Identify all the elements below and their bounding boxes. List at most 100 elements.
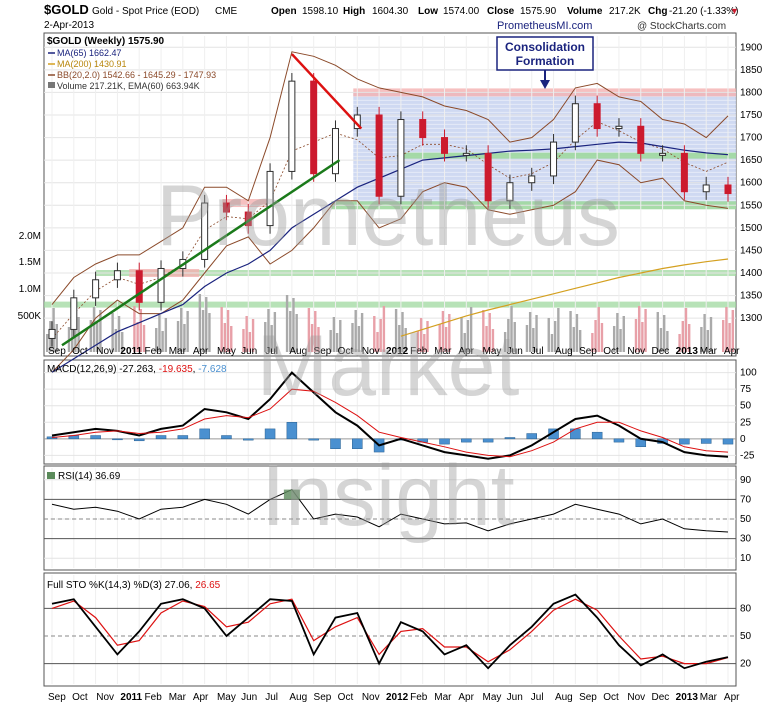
candle-body xyxy=(571,103,579,143)
volume-bar xyxy=(597,307,600,352)
date-axis-label: Jun xyxy=(241,692,257,703)
volume-bar xyxy=(310,324,314,352)
watermark-line-1: Prometheus xyxy=(156,168,620,264)
volume-bar xyxy=(485,326,488,352)
volume-bar xyxy=(722,320,725,352)
volume-bar xyxy=(460,317,463,352)
date-axis-label: Aug xyxy=(555,692,573,703)
volume-bar xyxy=(354,310,357,352)
candle-body xyxy=(637,125,645,154)
macd-histogram-bar xyxy=(264,428,276,440)
volume-bar xyxy=(532,328,535,352)
volume-bar xyxy=(351,323,354,352)
candle-body xyxy=(288,80,296,172)
macd-histogram-bar xyxy=(155,435,167,440)
volume-bar xyxy=(335,333,339,352)
volume-bar xyxy=(158,315,161,352)
date-axis-label: May xyxy=(217,346,236,357)
low-label: Low xyxy=(418,6,438,17)
date-label: 2-Apr-2013 xyxy=(44,20,94,31)
date-axis-label: Mar xyxy=(169,692,187,703)
volume-bar xyxy=(139,309,143,352)
macd-histogram-legend: -7.628 xyxy=(198,364,227,375)
macd-tick-label: 75 xyxy=(740,384,752,395)
high-label: High xyxy=(343,6,365,17)
volume-bar xyxy=(329,330,332,352)
source-left: PrometheusMI.com xyxy=(497,20,592,32)
volume-bar xyxy=(578,330,582,352)
close-value: 1575.90 xyxy=(520,6,557,17)
volume-bar xyxy=(251,319,255,352)
volume-bar xyxy=(600,323,604,352)
volume-bar xyxy=(706,330,709,352)
macd-histogram-bar xyxy=(439,438,450,445)
volume-bar xyxy=(469,307,473,352)
macd-histogram-bar xyxy=(613,438,625,443)
date-axis-label: 2011 xyxy=(120,346,142,357)
date-axis-label: 2013 xyxy=(676,692,699,703)
volume-bar xyxy=(700,327,703,352)
volume-bar xyxy=(525,325,529,352)
price-tick-label: 1500 xyxy=(740,223,763,234)
price-tick-label: 1550 xyxy=(740,200,763,211)
legend-bb: BB(20,2.0) 1542.66 - 1645.29 - 1747.93 xyxy=(57,70,216,80)
date-axis-label: Jul xyxy=(265,692,278,703)
rsi-legend-icon xyxy=(47,472,55,479)
volume-bar xyxy=(121,332,124,352)
date-axis-label: Apr xyxy=(724,346,740,357)
volume-bar xyxy=(114,329,118,352)
volume-bar xyxy=(270,325,273,352)
macd-histogram-bar xyxy=(112,438,123,441)
volume-bar xyxy=(404,328,407,352)
volume-bar xyxy=(488,313,491,352)
candle-body xyxy=(659,152,667,156)
volume-bar xyxy=(307,308,311,352)
macd-histogram-bar xyxy=(591,431,603,440)
support-band-1660 xyxy=(397,152,736,159)
volume-bar xyxy=(74,330,77,352)
date-axis-label: Mar xyxy=(700,346,718,357)
date-axis-label: Apr xyxy=(724,692,740,703)
instrument-name: Gold - Spot Price (EOD) xyxy=(92,6,199,17)
price-tick-label: 1300 xyxy=(740,313,763,324)
volume-bar xyxy=(155,328,158,352)
macd-tick-label: 0 xyxy=(740,434,746,445)
date-axis-label: May xyxy=(483,692,502,703)
price-tick-label: 1450 xyxy=(740,245,763,256)
legend-volume: Volume 217.21K, EMA(60) 663.94K xyxy=(57,81,200,91)
date-axis-label: Nov xyxy=(362,692,380,703)
candle-body xyxy=(724,184,732,195)
date-axis-label: 2012 xyxy=(386,692,409,703)
volume-bar xyxy=(186,311,189,352)
watermark-line-2: Market xyxy=(257,318,520,414)
candle-body xyxy=(310,80,318,175)
macd-histogram-bar xyxy=(548,428,559,440)
sto-tick-label: 80 xyxy=(740,603,752,614)
candle-body xyxy=(48,328,56,339)
volume-bar xyxy=(332,317,336,352)
volume-tick-label: 2.0M xyxy=(19,231,41,242)
volume-bar xyxy=(612,326,616,352)
date-axis-label: Apr xyxy=(193,692,209,703)
date-axis-label: Mar xyxy=(169,346,187,357)
volume-bar xyxy=(136,322,139,352)
volume-bar xyxy=(416,331,420,352)
candle-body xyxy=(702,184,710,193)
volume-tick-label: 1.0M xyxy=(19,284,41,295)
macd-histogram-bar xyxy=(352,438,363,449)
candle-body xyxy=(331,128,339,175)
rsi-title: RSI(14) 36.69 xyxy=(58,471,121,482)
volume-bar xyxy=(382,306,386,352)
volume-bar xyxy=(553,321,557,352)
volume-bar xyxy=(709,317,713,352)
candle-body xyxy=(528,175,536,184)
price-tick-label: 1750 xyxy=(740,110,763,121)
rsi-tick-label: 50 xyxy=(740,514,752,525)
date-axis-label: Oct xyxy=(603,346,619,357)
volume-bar xyxy=(426,321,429,352)
open-value: 1598.10 xyxy=(302,6,339,17)
volume-bar xyxy=(285,295,289,352)
sto-tick-label: 20 xyxy=(740,659,752,670)
volume-tick-label: 500K xyxy=(18,311,42,322)
candle-body xyxy=(92,279,100,299)
